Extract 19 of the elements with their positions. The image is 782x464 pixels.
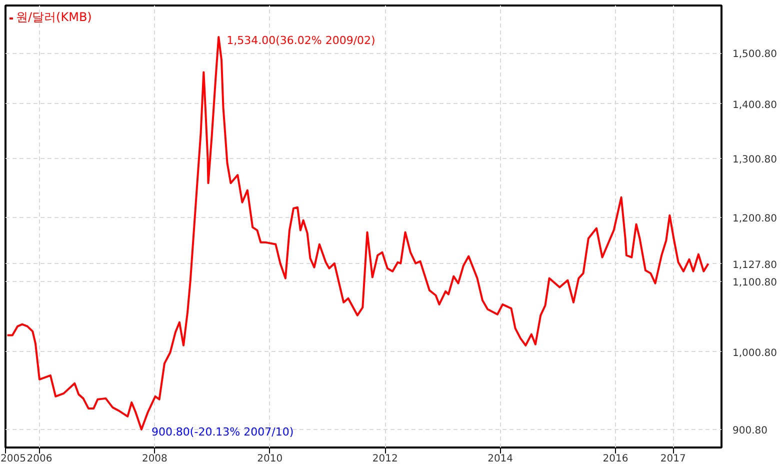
x-tick-label: 2017: [660, 454, 686, 464]
y-tick-label: 1,400.80: [732, 100, 778, 111]
y-tick-label: 1,300.80: [732, 154, 778, 166]
x-tick-label: 2010: [257, 454, 283, 464]
y-tick-label: 1,127.80: [732, 260, 778, 271]
legend-label: 원/달러(KMB): [16, 9, 92, 26]
x-tick-label: 2006: [26, 454, 52, 464]
y-tick-label: 900.80: [732, 425, 768, 436]
x-tick-label: 2014: [488, 454, 514, 464]
y-tick-label: 1,500.80: [732, 49, 778, 60]
x-tick-label: 2016: [602, 454, 628, 464]
y-tick-label: 1,200.80: [732, 214, 778, 225]
annotation: 900.80(-20.13% 2007/10): [151, 425, 294, 438]
x-tick-label: 2008: [142, 454, 168, 464]
y-tick-label: 1,000.80: [732, 348, 778, 359]
y-tick-label: 1,100.80: [732, 278, 778, 289]
annotation: 1,534.00(36.02% 2009/02): [226, 34, 376, 48]
x-tick-label: 2012: [372, 454, 398, 464]
x-tick-label: 2005: [0, 454, 26, 464]
